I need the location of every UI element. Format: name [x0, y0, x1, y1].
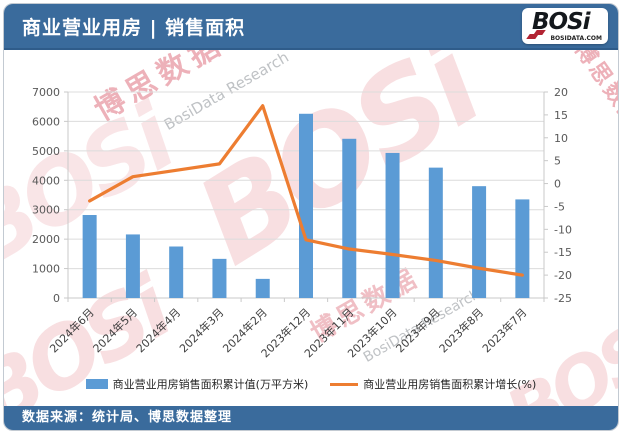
left-axis-label: 3000 [32, 204, 60, 217]
bar [255, 278, 270, 298]
right-axis-label: -5 [554, 200, 565, 213]
left-axis-label: 7000 [32, 86, 60, 99]
x-axis-label: 2023年8月 [436, 305, 486, 355]
bar-series-label: 商业营业用房销售面积累计值(万平方米) [112, 378, 309, 391]
bosi-logo: BOSi BOSIDATA.COM [522, 8, 608, 44]
bar [125, 234, 140, 298]
chart-content: BOSi BOSi BOSi BOSi 博思数据 博思数据 博思数据 BosiD… [4, 50, 618, 406]
bar-series-swatch [85, 379, 108, 389]
bar [342, 138, 357, 298]
chart-card: 商业营业用房 | 销售面积 BOSi BOSIDATA.COM BOSi BOS… [3, 3, 619, 431]
chart-legend: 商业营业用房销售面积累计值(万平方米) 商业营业用房销售面积累计增长(%) [4, 376, 618, 392]
right-axis-label: 15 [554, 109, 568, 122]
left-axis-label: 4000 [32, 174, 60, 187]
line-series-swatch [330, 382, 359, 386]
bar [385, 152, 400, 298]
bar [428, 167, 443, 298]
bar [299, 113, 313, 298]
chart-header: 商业营业用房 | 销售面积 BOSi BOSIDATA.COM [4, 4, 618, 50]
right-axis-label: -15 [554, 246, 572, 259]
left-axis-label: 2000 [32, 233, 60, 246]
right-axis-label: 10 [554, 132, 568, 145]
bar [82, 215, 97, 298]
growth-line [88, 104, 524, 277]
left-axis-label: 1000 [32, 263, 60, 276]
x-axis-label: 2024年4月 [133, 305, 183, 355]
x-axis-label: 2024年3月 [176, 305, 226, 355]
chart-title: 商业营业用房 | 销售面积 [22, 16, 246, 39]
x-axis-label: 2024年6月 [47, 305, 97, 355]
left-axis-label: 0 [53, 292, 60, 305]
left-axis-label: 5000 [32, 145, 60, 158]
legend-item-bar: 商业营业用房销售面积累计值(万平方米) [85, 376, 309, 392]
bar [515, 199, 530, 298]
bar [212, 258, 227, 298]
x-axis-label: 2023年9月 [393, 305, 443, 355]
bar [169, 246, 184, 298]
left-axis-label: 6000 [32, 115, 60, 128]
right-axis-label: 5 [554, 155, 561, 168]
bar [472, 186, 487, 298]
line-series-label: 商业营业用房销售面积累计增长(%) [363, 378, 537, 391]
right-axis-label: -20 [554, 269, 572, 282]
source-text: 数据来源：统计局、博思数据整理 [22, 410, 233, 425]
combo-chart: 0 1000 2000 3000 4000 5000 6000 7000 -25 -20 -15 -1… [32, 86, 572, 360]
right-axis-label: 20 [554, 86, 568, 99]
right-axis-label: -10 [554, 223, 572, 236]
bosi-logo-domain: BOSIDATA.COM [550, 35, 602, 42]
source-footer: 数据来源：统计局、博思数据整理 [4, 406, 618, 430]
right-axis-label: -25 [554, 292, 572, 305]
right-axis-label: 0 [554, 178, 561, 191]
x-axis-label: 2024年5月 [90, 305, 140, 355]
legend-item-line: 商业营业用房销售面积累计增长(%) [330, 376, 536, 392]
x-axis-label: 2023年7月 [479, 305, 529, 355]
